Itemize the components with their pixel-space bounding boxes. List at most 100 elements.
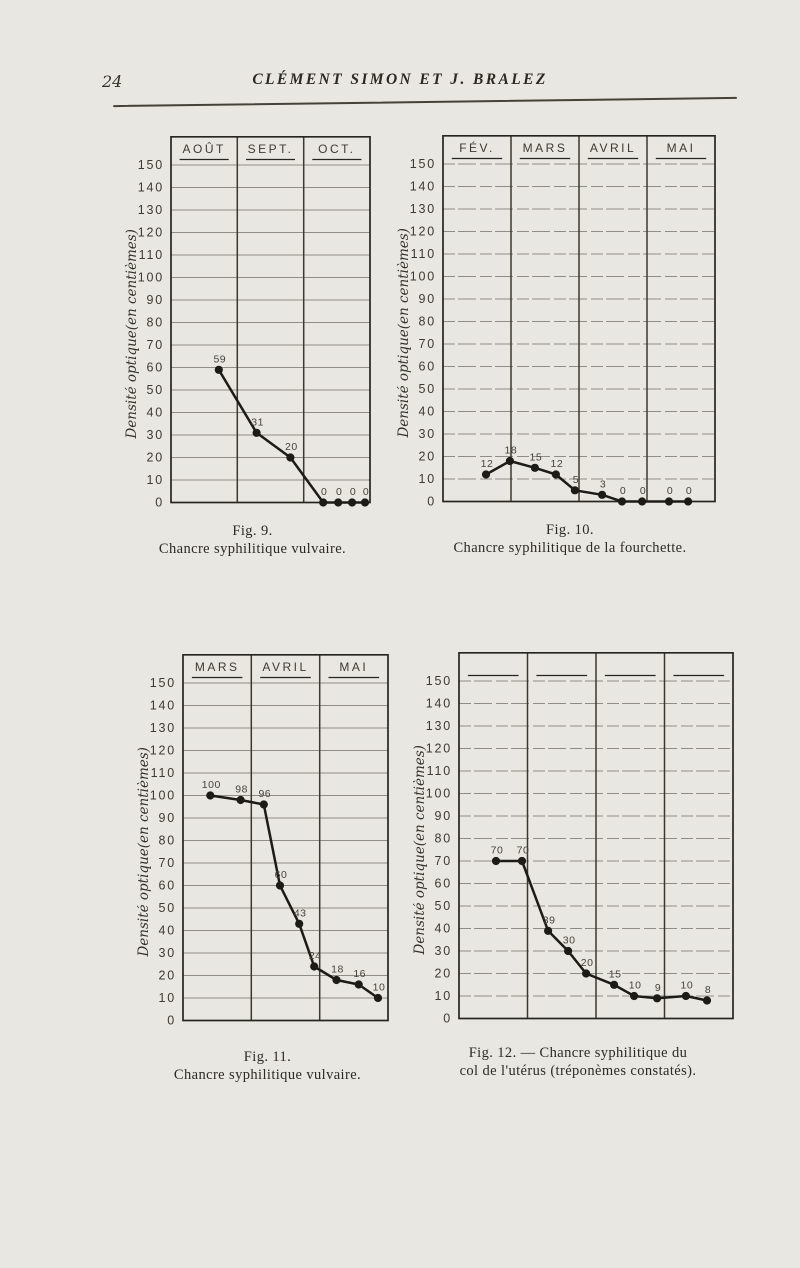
svg-text:9: 9 (655, 982, 661, 994)
fig11-plot: MARS AVRIL MAI 0 10 20 30 40 50 60 70 80 90 100 110 120… (136, 653, 398, 1035)
fig11-svg: MARS AVRIL MAI 0 10 20 30 40 50 60 70 80 90 100 110 120… (136, 653, 389, 1028)
svg-text:AOÛT: AOÛT (183, 141, 226, 156)
svg-text:AVRIL: AVRIL (590, 141, 636, 155)
svg-text:10: 10 (418, 472, 436, 486)
svg-text:0: 0 (640, 485, 646, 497)
page-title: CLÉMENT SIMON ET J. BRALEZ (252, 71, 548, 88)
fig9-caption-label: Fig. 9. (232, 523, 273, 539)
svg-text:80: 80 (158, 834, 176, 848)
fig12-caption-text: col de l'utérus (tréponèmes constatés). (459, 1063, 697, 1079)
svg-text:AVRIL: AVRIL (262, 660, 308, 674)
fig9-plot: AOÛT SEPT. OCT. 0 10 20 30 40 50 60 70 80 90 100 110 12… (124, 135, 380, 517)
svg-text:0: 0 (363, 486, 369, 498)
svg-text:98: 98 (235, 784, 248, 796)
chart-fig12: 0 10 20 30 40 50 60 70 80 90 100 110 120 130 140 150 Den… (412, 651, 743, 1080)
svg-text:MAI: MAI (339, 660, 368, 674)
svg-text:Densité optique(en centièmes): Densité optique(en centièmes) (413, 745, 428, 956)
svg-text:0: 0 (167, 1014, 176, 1028)
svg-text:50: 50 (146, 383, 164, 397)
svg-text:20: 20 (434, 967, 452, 981)
svg-text:90: 90 (158, 811, 176, 825)
fig9-svg: AOÛT SEPT. OCT. 0 10 20 30 40 50 60 70 80 90 100 110 12… (124, 135, 371, 510)
fig11-caption-text: Chancre syphilitique vulvaire. (173, 1067, 362, 1083)
svg-text:100: 100 (410, 270, 436, 284)
svg-text:110: 110 (151, 766, 176, 780)
page-number: 24 (102, 72, 123, 91)
svg-text:70: 70 (418, 337, 436, 351)
svg-text:15: 15 (530, 451, 543, 463)
svg-text:20: 20 (158, 969, 176, 983)
svg-text:FÉV.: FÉV. (459, 140, 495, 155)
svg-text:30: 30 (158, 946, 176, 960)
svg-text:MARS: MARS (523, 141, 568, 155)
svg-text:30: 30 (563, 935, 576, 947)
chart-fig10: FÉV. MARS AVRIL MAI 0 10 20 30 40 50 60 70 80 90 100 11… (396, 134, 725, 557)
svg-text:10: 10 (146, 473, 164, 487)
svg-text:130: 130 (150, 721, 176, 735)
svg-text:20: 20 (285, 441, 298, 453)
svg-text:0: 0 (350, 486, 356, 498)
svg-text:110: 110 (139, 248, 164, 262)
svg-text:50: 50 (158, 901, 176, 915)
fig11-caption-label: Fig. 11. (243, 1049, 292, 1065)
svg-text:0: 0 (620, 485, 626, 497)
svg-text:140: 140 (410, 180, 436, 194)
fig12-caption: Fig. 12. — Chancre syphilitique du col d… (413, 1044, 743, 1080)
svg-text:12: 12 (481, 458, 494, 470)
svg-text:Densité optique(en centièmes): Densité optique(en centièmes) (397, 228, 412, 439)
svg-text:140: 140 (138, 181, 164, 195)
svg-text:20: 20 (418, 450, 436, 464)
svg-text:60: 60 (418, 360, 436, 374)
svg-text:150: 150 (426, 674, 452, 688)
svg-text:43: 43 (294, 907, 307, 919)
chart-fig11: MARS AVRIL MAI 0 10 20 30 40 50 60 70 80 90 100 110 120… (136, 653, 398, 1084)
svg-text:70: 70 (158, 856, 176, 870)
svg-text:Densité optique(en centièmes): Densité optique(en centièmes) (137, 747, 152, 958)
svg-text:130: 130 (426, 719, 452, 733)
fig10-caption: Fig. 10. Chancre syphilitique de la four… (415, 521, 725, 557)
fig12-svg: 0 10 20 30 40 50 60 70 80 90 100 110 120 130 140 150 Den… (412, 651, 734, 1026)
fig10-caption-text: Chancre syphilitique de la fourchette. (453, 540, 687, 556)
svg-text:80: 80 (418, 315, 436, 329)
header-rule (113, 96, 737, 108)
svg-text:90: 90 (434, 809, 452, 823)
svg-text:40: 40 (158, 924, 176, 938)
svg-text:150: 150 (138, 158, 164, 172)
svg-text:0: 0 (336, 486, 342, 498)
svg-text:20: 20 (581, 957, 594, 969)
svg-text:SEPT.: SEPT. (248, 142, 294, 156)
svg-text:100: 100 (202, 779, 221, 791)
chart-fig9: AOÛT SEPT. OCT. 0 10 20 30 40 50 60 70 80 90 100 110 12… (124, 135, 380, 558)
svg-text:130: 130 (410, 202, 436, 216)
svg-text:0: 0 (443, 1012, 452, 1026)
fig12-plot: 0 10 20 30 40 50 60 70 80 90 100 110 120 130 140 150 Den… (412, 651, 743, 1033)
svg-text:18: 18 (331, 964, 344, 976)
fig12-caption-label: Fig. 12. — Chancre syphilitique du (468, 1045, 688, 1061)
svg-text:150: 150 (150, 676, 176, 690)
svg-text:140: 140 (426, 697, 452, 711)
svg-text:50: 50 (418, 382, 436, 396)
svg-text:20: 20 (146, 451, 164, 465)
svg-text:100: 100 (150, 789, 176, 803)
svg-text:OCT.: OCT. (318, 142, 355, 156)
svg-text:60: 60 (434, 877, 452, 891)
fig10-caption-label: Fig. 10. (546, 522, 594, 538)
svg-text:40: 40 (434, 922, 452, 936)
svg-text:12: 12 (551, 458, 564, 470)
svg-text:120: 120 (138, 226, 164, 240)
svg-text:60: 60 (158, 879, 176, 893)
svg-text:31: 31 (251, 416, 264, 428)
svg-text:70: 70 (517, 845, 530, 857)
svg-text:0: 0 (667, 485, 673, 497)
fig11-caption: Fig. 11. Chancre syphilitique vulvaire. (137, 1048, 398, 1084)
svg-text:Densité optique(en centièmes): Densité optique(en centièmes) (125, 229, 140, 440)
fig10-svg: FÉV. MARS AVRIL MAI010203040506070809010011… (396, 134, 716, 509)
svg-text:30: 30 (146, 428, 164, 442)
svg-text:40: 40 (418, 405, 436, 419)
svg-text:24: 24 (309, 950, 322, 962)
svg-text:MARS: MARS (195, 660, 240, 674)
svg-text:120: 120 (426, 742, 452, 756)
svg-text:5: 5 (573, 474, 579, 486)
svg-text:100: 100 (426, 787, 452, 801)
